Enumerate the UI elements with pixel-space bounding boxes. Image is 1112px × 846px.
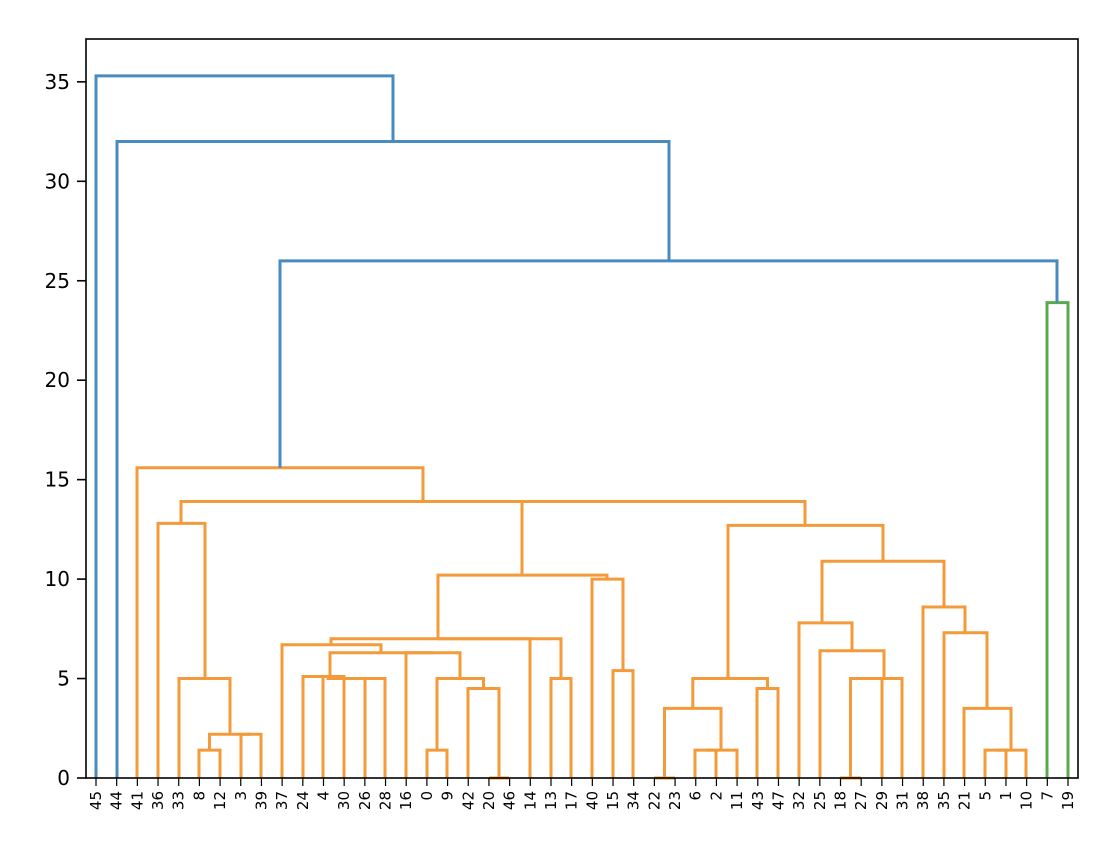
leaf-label: 42 <box>459 791 477 810</box>
y-tick-label: 15 <box>45 468 70 492</box>
dendrogram-link <box>438 637 563 679</box>
leaf-label: 46 <box>501 791 519 810</box>
leaf-label: 36 <box>149 791 167 810</box>
dendrogram-link <box>611 669 635 778</box>
leaf-label: 15 <box>604 791 622 810</box>
leaf-label: 47 <box>769 791 787 810</box>
dendrogram-link <box>208 732 251 751</box>
leaf-label: 41 <box>128 791 146 810</box>
leaf-label: 29 <box>873 791 891 810</box>
dendrogram-link <box>849 677 884 778</box>
leaf-label: 2 <box>707 791 725 801</box>
leaf-label: 5 <box>976 791 994 801</box>
leaf-label: 4 <box>314 791 332 801</box>
leaf-label: 8 <box>190 791 208 801</box>
y-tick-label: 0 <box>57 766 70 790</box>
leaf-label: 22 <box>645 791 663 810</box>
dendrogram-link <box>328 651 433 679</box>
dendrogram-link <box>466 686 501 778</box>
y-tick-label: 30 <box>45 169 70 193</box>
dendrogram-link <box>301 675 325 778</box>
leaf-label: 21 <box>956 791 974 810</box>
leaf-label: 34 <box>625 791 643 810</box>
leaf-label: 14 <box>521 791 539 810</box>
dendrogram-link <box>351 500 807 526</box>
leaf-label: 13 <box>542 791 560 810</box>
dendrogram-link <box>239 732 263 778</box>
dendrogram-link <box>590 577 625 778</box>
dendrogram-link <box>691 677 769 709</box>
leaf-label: 25 <box>811 791 829 810</box>
leaf-label: 3 <box>232 791 250 801</box>
dendrogram-link <box>755 686 780 778</box>
y-axis: 0 5 10 15 20 25 30 35 <box>45 70 86 790</box>
dendrogram-link <box>983 748 1008 778</box>
y-tick-label: 5 <box>57 667 70 691</box>
dendrogram-link <box>705 748 739 778</box>
leaf-label: 28 <box>377 791 395 810</box>
leaf-label: 0 <box>418 791 436 801</box>
dendrogram-link <box>866 677 904 778</box>
dendrogram-link <box>404 651 462 778</box>
leaf-label: 38 <box>914 791 932 810</box>
y-tick-label: 35 <box>45 70 70 94</box>
leaf-label: 27 <box>852 791 870 810</box>
dendrogram-link <box>197 748 222 778</box>
leaf-label: 26 <box>356 791 374 810</box>
leaf-label: 33 <box>170 791 188 810</box>
dendrogram-link <box>820 559 946 623</box>
dendrogram-link <box>156 521 207 778</box>
dendrogram-link <box>663 706 723 778</box>
dendrogram-link <box>94 74 395 778</box>
dendrogram-link <box>797 621 854 778</box>
dendrogram-link <box>726 523 885 679</box>
leaf-label: 40 <box>583 791 601 810</box>
leaf-label: 20 <box>480 791 498 810</box>
dendrogram-link <box>995 748 1028 778</box>
dendrogram-link <box>326 676 367 778</box>
leaf-label: 10 <box>1018 791 1036 810</box>
plot-frame <box>85 38 1079 779</box>
leaf-label: 44 <box>108 791 126 810</box>
leaf-label: 16 <box>397 791 415 810</box>
y-tick-label: 20 <box>45 368 70 392</box>
leaf-label: 18 <box>832 791 850 810</box>
leaf-label: 32 <box>790 791 808 810</box>
dendrogram-link <box>177 677 232 778</box>
dendrogram-link <box>693 748 718 778</box>
dendrogram-link <box>1045 301 1070 778</box>
leaf-label: 30 <box>335 791 353 810</box>
leaf-label: 11 <box>728 791 746 810</box>
leaf-label: 6 <box>687 791 705 801</box>
leaf-label: 31 <box>894 791 912 810</box>
leaf-label: 1 <box>997 791 1015 801</box>
leaf-label: 45 <box>87 791 105 810</box>
leaf-label: 24 <box>294 791 312 810</box>
leaf-label: 39 <box>252 791 270 810</box>
leaf-label: 43 <box>749 791 767 810</box>
dendrogram-link <box>329 637 532 778</box>
leaf-label: 7 <box>1038 791 1056 801</box>
leaf-label: 9 <box>439 791 457 801</box>
dendrogram-link <box>549 677 573 778</box>
x-axis-leaf-labels: 45 44 41 36 33 8 12 3 39 37 24 4 30 26 28 16 0 9 42 20 46 14 1… <box>87 778 1077 810</box>
dendrogram-link <box>436 573 609 639</box>
dendrogram-link <box>313 675 346 778</box>
dendrogram-link <box>179 500 524 576</box>
dendrogram-link <box>278 259 1059 468</box>
leaf-label: 35 <box>935 791 953 810</box>
dendrogram-links <box>94 74 1070 780</box>
dendrogram-link <box>346 677 387 778</box>
leaf-label: 17 <box>563 791 581 810</box>
leaf-label: 23 <box>666 791 684 810</box>
dendrogram-link <box>115 140 671 778</box>
dendrogram-link <box>962 706 1013 778</box>
leaf-label: 19 <box>1059 791 1077 810</box>
leaf-label: 12 <box>211 791 229 810</box>
dendrogram-link <box>425 748 449 778</box>
y-tick-label: 10 <box>45 567 70 591</box>
y-tick-label: 25 <box>45 269 70 293</box>
leaf-label: 37 <box>273 791 291 810</box>
